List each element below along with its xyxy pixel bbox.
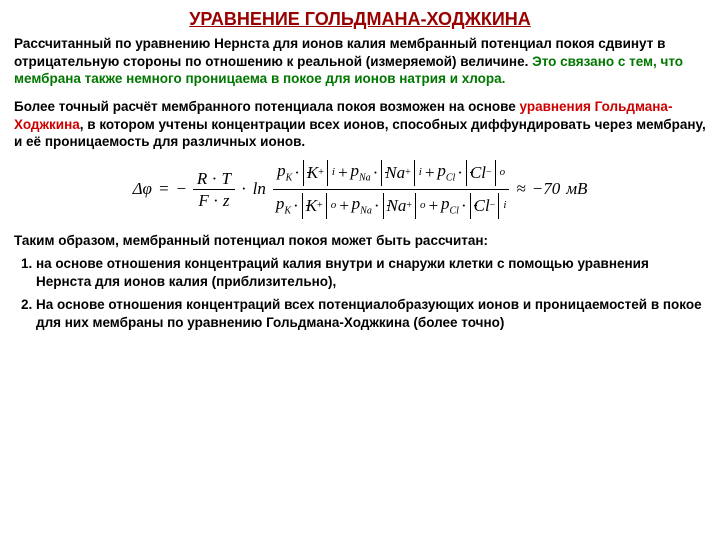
plus3: + [317,201,323,211]
p2: p [350,161,359,180]
K-bracket: K+ [303,160,328,186]
sub-i2: i [419,167,422,178]
conclusion-text: Таким образом, мембранный потенциал поко… [14,232,706,250]
p3: p [437,161,446,180]
result-value: −70 [532,178,560,200]
Na-bracket2: Na+ [383,193,416,219]
sub-K: K [286,172,293,183]
T: T [221,169,230,188]
sub-Cl: Cl [446,172,455,183]
K-bracket2: K+ [302,193,327,219]
plus4: + [406,201,412,211]
F: F [198,191,208,210]
rt-fz-fraction: R · T F · z [193,168,235,211]
Cl-bracket2: Cl− [470,193,500,219]
sub-i: i [332,167,335,178]
minus2: − [490,201,496,211]
sub-o: o [500,167,506,178]
Na2: Na [387,197,407,214]
R: R [197,169,207,188]
result-unit: мВ [566,178,587,200]
para2-text1: Более точный расчёт мембранного потенциа… [14,99,520,114]
para2-text2: , в котором учтены концентрации всех ион… [14,117,706,150]
Na-bracket: Na+ [381,160,414,186]
paragraph-1: Рассчитанный по уравнению Нернста для ио… [14,35,706,88]
K2: K [306,197,317,214]
p5: p [352,194,361,213]
main-fraction: pK· K+i + pNa· Na+i + pCl· Cl−o pK· K+o … [272,157,511,222]
sub-i3: i [503,200,506,211]
Cl: Cl [470,164,486,181]
sub-K2: K [284,205,291,216]
plus2: + [405,168,411,178]
minus: − [486,168,492,178]
minus-sign: − [175,178,186,200]
numerator: pK· K+i + pNa· Na+i + pCl· Cl−o [273,157,509,190]
sub-Na: Na [359,172,371,183]
sub-Na2: Na [360,205,372,216]
list-item-2: На основе отношения концентраций всех по… [36,296,706,331]
z: z [223,191,230,210]
Na: Na [385,164,405,181]
sub-o2: o [331,200,337,211]
methods-list: на основе отношения концентраций калия в… [14,255,706,331]
goldman-equation: Δφ = − R · T F · z · ln pK· K+i + pNa· N… [14,157,706,222]
ln: ln [253,178,266,200]
approx: ≈ [516,178,525,200]
delta-phi: Δφ [133,178,152,200]
list-item-1: на основе отношения концентраций калия в… [36,255,706,290]
denominator: pK· K+o + pNa· Na+o + pCl· Cl−i [272,190,511,222]
equals: = [158,178,169,200]
p: p [277,161,286,180]
Cl-bracket: Cl− [466,160,496,186]
plus: + [318,168,324,178]
paragraph-2: Более точный расчёт мембранного потенциа… [14,98,706,151]
page-title: УРАВНЕНИЕ ГОЛЬДМАНА-ХОДЖКИНА [14,8,706,31]
Cl2: Cl [474,197,490,214]
sub-Cl2: Cl [449,205,458,216]
sub-o3: o [420,200,426,211]
K: K [307,164,318,181]
